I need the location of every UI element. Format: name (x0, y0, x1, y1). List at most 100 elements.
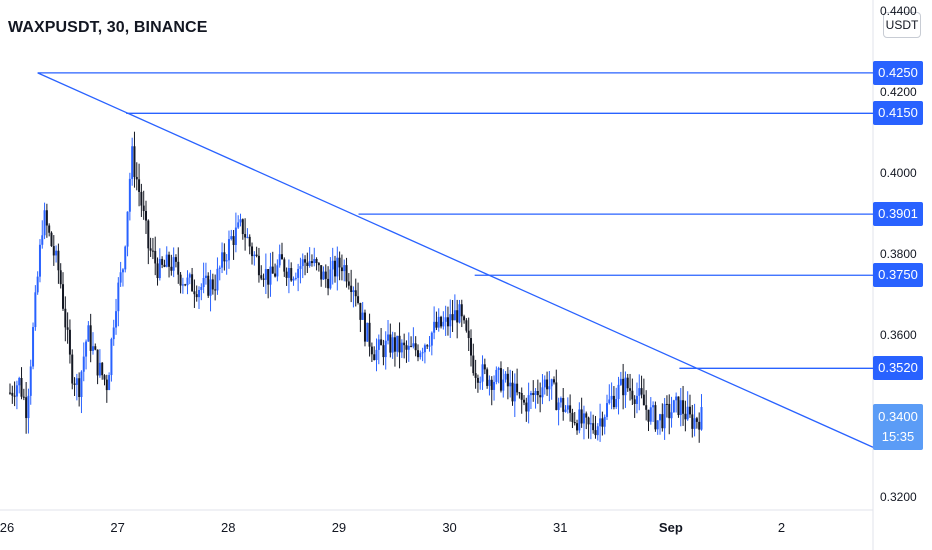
candle-body (191, 274, 194, 292)
candle-body (384, 340, 387, 358)
candle-body (163, 264, 166, 267)
candle-body (85, 341, 88, 357)
candle-body (230, 236, 233, 240)
candle-body (403, 342, 406, 346)
candle-body (578, 409, 581, 431)
y-tick-label: 0.4200 (880, 85, 917, 100)
candle-body (437, 316, 440, 328)
price-level-tag: 0.3520 (873, 356, 923, 381)
candle-body (506, 373, 509, 387)
candle-body (550, 379, 553, 387)
candle-body (287, 268, 290, 278)
candle-body (308, 261, 311, 266)
candle-body (366, 322, 369, 342)
candle-body (324, 271, 327, 279)
candle-body (557, 402, 560, 410)
candle-body (499, 368, 502, 391)
candle-body (108, 375, 111, 391)
candle-body (573, 422, 576, 424)
x-tick-label: 26 (0, 520, 15, 535)
candle-body (619, 378, 622, 385)
candle-body (144, 211, 147, 221)
candle-body (502, 379, 505, 391)
candle-body (327, 278, 330, 289)
candle-body (310, 261, 313, 264)
candle-body (195, 294, 198, 298)
candle-body (227, 239, 230, 261)
candle-body (601, 418, 604, 427)
candle-body (695, 418, 698, 422)
candle-body (248, 236, 251, 247)
candle-body (474, 373, 477, 378)
price-level-tag: 0.4250 (873, 60, 923, 85)
candle-body (193, 291, 196, 295)
current-price-label: 0.3400 (878, 409, 918, 424)
candle-body (260, 275, 263, 279)
candle-body (18, 378, 21, 386)
candle-body (207, 275, 210, 296)
candle-body (43, 210, 46, 236)
candle-body (518, 392, 521, 394)
candle-body (301, 259, 304, 267)
x-tick-label: Sep (658, 520, 683, 535)
candle-body (652, 405, 655, 408)
candle-body (410, 345, 413, 347)
candle-body (599, 418, 602, 427)
candle-body (382, 345, 385, 358)
candle-body (672, 400, 675, 413)
candle-body (412, 343, 415, 347)
candle-body (419, 353, 422, 358)
candle-body (179, 274, 182, 286)
candle-body (682, 400, 685, 414)
candle-body (470, 338, 473, 356)
candle-body (670, 412, 673, 419)
candle-body (299, 266, 302, 269)
candle-body (223, 252, 226, 262)
candle-body (59, 270, 62, 285)
candle-body (306, 262, 309, 266)
candle-body (216, 268, 219, 291)
candle-body (274, 273, 277, 277)
candle-body (594, 430, 597, 436)
candle-body (631, 390, 634, 400)
candle-body (269, 266, 272, 285)
candle-body (606, 403, 609, 417)
candle-body (527, 395, 530, 412)
candle-body (391, 337, 394, 353)
candle-body (138, 179, 141, 192)
candle-body (387, 334, 390, 341)
candle-body (55, 250, 58, 256)
candle-body (571, 412, 574, 423)
candle-body (96, 349, 99, 376)
candle-body (426, 345, 429, 347)
candle-body (546, 379, 549, 390)
candle-body (304, 259, 307, 263)
candle-body (257, 255, 260, 276)
candle-body (147, 220, 150, 249)
candle-body (393, 337, 396, 352)
candle-body (68, 329, 71, 355)
candle-body (654, 405, 657, 430)
candle-body (278, 254, 281, 266)
candle-body (246, 236, 249, 238)
candle-body (513, 383, 516, 402)
candle-body (543, 379, 546, 388)
candle-body (75, 378, 78, 385)
candle-body (585, 413, 588, 418)
candle-body (177, 261, 180, 275)
candle-body (675, 396, 678, 401)
currency-unit-button[interactable]: USDT (883, 12, 921, 38)
candle-body (66, 327, 69, 330)
candle-body (271, 266, 274, 274)
candle-body (700, 407, 703, 430)
candle-body (80, 371, 83, 398)
candle-body (363, 312, 366, 342)
price-level-tag: 0.3750 (873, 263, 923, 288)
candle-body (280, 254, 283, 260)
candle-body (580, 409, 583, 424)
candle-body (181, 284, 184, 286)
candle-body (234, 227, 237, 245)
candle-body (244, 234, 247, 238)
candle-body (357, 296, 360, 303)
